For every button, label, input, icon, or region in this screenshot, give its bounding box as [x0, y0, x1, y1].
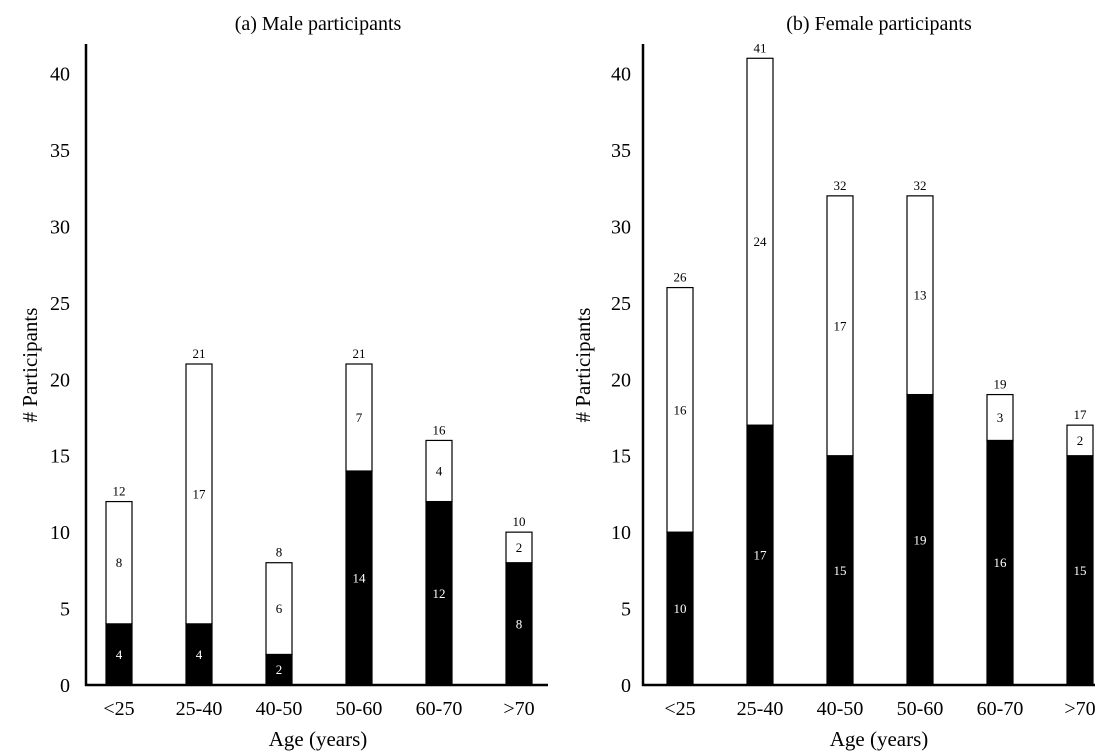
female-bar-value-label: 19: [914, 532, 927, 547]
female-bar-total-label: 26: [674, 270, 688, 285]
male-bar-segment: [265, 562, 293, 656]
male-bar-total-label: 12: [113, 484, 126, 499]
female-y-tick-label: 10: [611, 522, 631, 544]
male-y-tick-label: 0: [60, 675, 70, 697]
female-bar-segment: [666, 286, 694, 533]
female-bar-segment: [906, 195, 934, 396]
female-bar-value-label: 15: [834, 563, 847, 578]
female-y-tick-label: 35: [611, 140, 631, 162]
female-y-tick-label: 30: [611, 216, 631, 238]
female-bar-segment: [1066, 424, 1094, 457]
female-bar-value-label: 17: [754, 548, 768, 563]
female-bar-value-label: 17: [834, 318, 848, 333]
male-x-tick-label: 60-70: [416, 698, 463, 720]
female-bar-segment: [666, 531, 694, 686]
female-bar-value-label: 16: [674, 402, 688, 417]
male-bar-value-label: 4: [116, 647, 123, 662]
male-bar-value-label: 7: [356, 410, 363, 425]
female-x-tick-label: 40-50: [817, 698, 864, 720]
male-y-tick-label: 25: [50, 293, 70, 315]
female-y-tick-label: 15: [611, 446, 631, 468]
male-bar-segment: [345, 363, 373, 472]
male-bar-segment: [505, 531, 533, 564]
male-bar-total-label: 21: [353, 346, 366, 361]
male-y-tick-label: 10: [50, 522, 70, 544]
female-bar-segment: [826, 195, 854, 457]
female-y-tick-label: 25: [611, 293, 631, 315]
male-bar-value-label: 2: [516, 540, 523, 555]
female-bar-value-label: 2: [1077, 433, 1084, 448]
male-bar-segment: [185, 623, 213, 686]
male-bar-segment: [425, 439, 453, 503]
female-bar-value-label: 15: [1074, 563, 1087, 578]
male-bar-segment: [505, 562, 533, 686]
male-y-tick-label: 35: [50, 140, 70, 162]
male-bar-value-label: 8: [116, 555, 123, 570]
female-bar-total-label: 32: [914, 178, 927, 193]
male-bar-segment: [425, 500, 453, 686]
female-x-tick-label: >70: [1064, 698, 1095, 720]
male-y-tick-label: 30: [50, 216, 70, 238]
male-bar-value-label: 4: [196, 647, 203, 662]
female-bar-segment: [986, 393, 1014, 442]
female-x-tick-label: 60-70: [977, 698, 1024, 720]
male-x-tick-label: >70: [503, 698, 534, 720]
female-bar-segment: [906, 393, 934, 686]
female-bar-value-label: 13: [914, 288, 927, 303]
female-bar-value-label: 3: [997, 410, 1004, 425]
male-bar-value-label: 17: [193, 486, 207, 501]
female-bar-value-label: 16: [994, 555, 1008, 570]
male-bar-value-label: 14: [353, 571, 367, 586]
male-x-tick-label: 50-60: [336, 698, 383, 720]
male-bar-total-label: 16: [433, 422, 447, 437]
female-x-tick-label: 50-60: [897, 698, 944, 720]
male-y-tick-label: 5: [60, 599, 70, 621]
female-y-tick-label: 5: [621, 599, 631, 621]
male-bar-value-label: 2: [276, 662, 283, 677]
female-y-tick-label: 0: [621, 675, 631, 697]
male-x-tick-label: 25-40: [176, 698, 223, 720]
female-bar-segment: [826, 455, 854, 686]
male-bar-value-label: 6: [276, 601, 283, 616]
male-bar-total-label: 8: [276, 545, 283, 560]
male-bar-value-label: 8: [516, 616, 523, 631]
female-bar-total-label: 17: [1074, 407, 1088, 422]
female-x-tick-label: 25-40: [737, 698, 784, 720]
female-bar-total-label: 41: [754, 40, 767, 55]
male-x-axis-label: Age (years): [269, 727, 368, 751]
male-bar-segment: [105, 623, 133, 686]
female-bar-total-label: 32: [834, 178, 847, 193]
female-x-axis-label: Age (years): [830, 727, 929, 751]
female-y-axis-label: # Participants: [571, 308, 595, 423]
male-y-axis-label: # Participants: [18, 308, 42, 423]
male-bar-total-label: 10: [513, 514, 526, 529]
male-chart-title: (a) Male participants: [235, 13, 402, 35]
female-bar-value-label: 24: [754, 234, 768, 249]
male-y-tick-label: 15: [50, 446, 70, 468]
male-bar-total-label: 21: [193, 346, 206, 361]
female-y-tick-label: 20: [611, 369, 631, 391]
male-bar-segment: [105, 500, 133, 625]
female-bar-total-label: 19: [994, 377, 1007, 392]
female-bar-segment: [986, 439, 1014, 686]
male-y-tick-label: 20: [50, 369, 70, 391]
male-bar-segment: [345, 470, 373, 686]
male-bar-value-label: 4: [436, 464, 443, 479]
female-y-tick-label: 40: [611, 64, 631, 86]
female-x-tick-label: <25: [664, 698, 695, 720]
male-bar-segment: [185, 363, 213, 625]
male-bar-value-label: 12: [433, 586, 446, 601]
female-bar-value-label: 10: [674, 601, 687, 616]
male-x-tick-label: 40-50: [256, 698, 303, 720]
male-y-tick-label: 40: [50, 64, 70, 86]
female-bar-segment: [746, 424, 774, 686]
male-x-tick-label: <25: [103, 698, 134, 720]
female-chart-title: (b) Female participants: [786, 13, 972, 35]
female-bar-segment: [746, 57, 774, 426]
